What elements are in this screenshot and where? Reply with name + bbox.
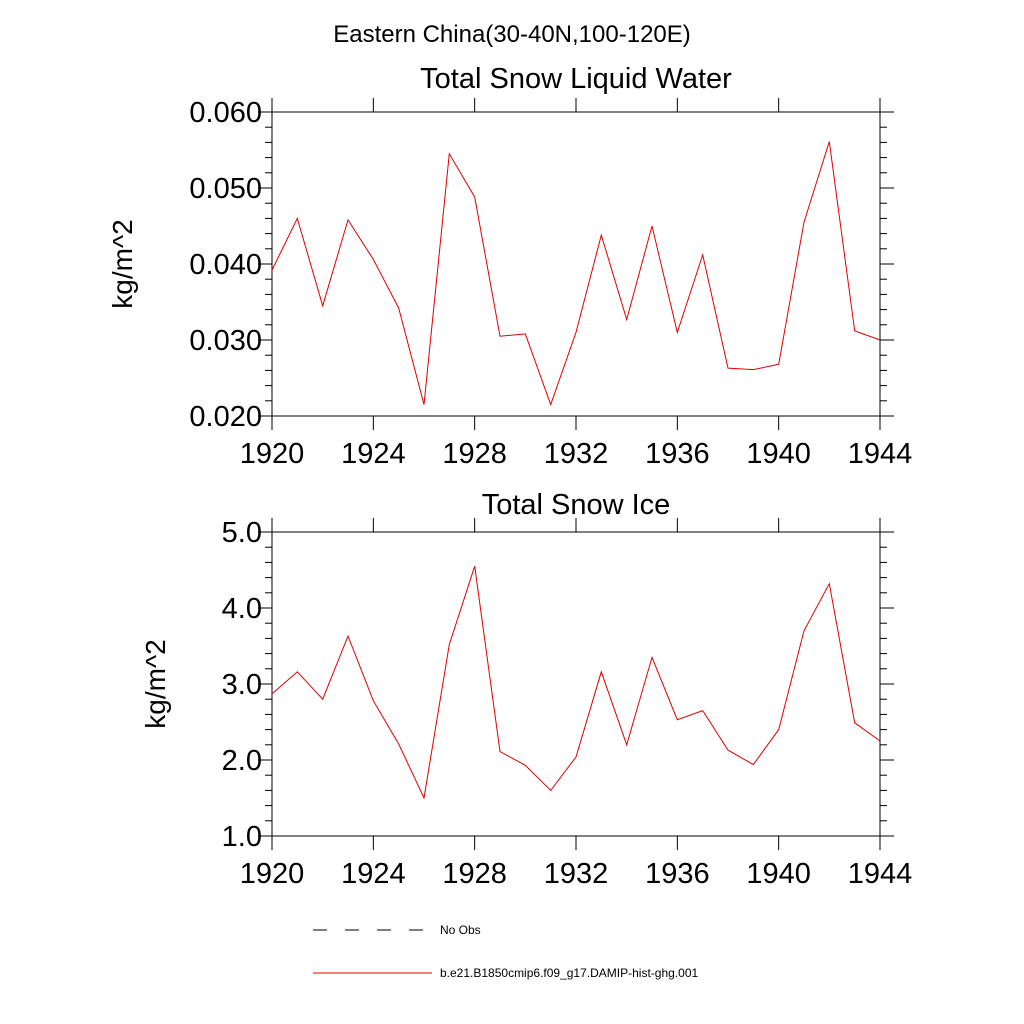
y-tick-label: 0.030	[189, 325, 262, 357]
x-tick-label: 1928	[442, 858, 507, 890]
y-tick-label: 4.0	[222, 593, 262, 625]
y-tick-label: 0.020	[189, 401, 262, 433]
legend-entry-no-obs: No Obs	[313, 923, 481, 937]
x-tick-label: 1920	[240, 858, 305, 890]
y-tick-label: 3.0	[222, 669, 262, 701]
x-tick-label: 1932	[544, 858, 609, 890]
legend-label-model: b.e21.B1850cmip6.f09_g17.DAMIP-hist-ghg.…	[440, 966, 698, 980]
plot-frame	[271, 531, 881, 837]
y-tick-label: 2.0	[222, 745, 262, 777]
x-tick-label: 1924	[341, 858, 406, 890]
x-tick-label: 1944	[848, 858, 913, 890]
x-tick-label: 1920	[240, 438, 305, 470]
y-tick-label: 0.040	[189, 249, 262, 281]
x-tick-label: 1936	[645, 858, 710, 890]
x-tick-label: 1940	[746, 858, 811, 890]
series-line-0	[271, 141, 881, 407]
y-tick-label: 5.0	[222, 517, 262, 549]
x-tick-label: 1936	[645, 438, 710, 470]
y-tick-label: 0.060	[189, 97, 262, 129]
legend-entry-model: b.e21.B1850cmip6.f09_g17.DAMIP-hist-ghg.…	[313, 966, 698, 980]
y-axis-label: kg/m^2	[107, 219, 138, 308]
figure-suptitle: Eastern China(30-40N,100-120E)	[333, 21, 691, 48]
y-tick-label: 1.0	[222, 821, 262, 853]
chart-panel-snow-ice: Total Snow Ice 1920 1924 1928 1932 1936 1940 19…	[140, 489, 912, 890]
x-tick-label: 1944	[848, 438, 913, 470]
x-tick-label: 1924	[341, 438, 406, 470]
x-tick-label: 1928	[442, 438, 507, 470]
chart-title: Total Snow Ice	[482, 489, 671, 521]
y-tick-label: 0.050	[189, 173, 262, 205]
x-tick-label: 1932	[544, 438, 609, 470]
x-tick-label: 1940	[746, 438, 811, 470]
chart-panel-snow-liquid-water: Total Snow Liquid Water 1920 1924 1928 1932 1…	[107, 63, 912, 470]
y-axis-label: kg/m^2	[140, 639, 171, 728]
legend-label-no-obs: No Obs	[440, 923, 481, 937]
series-line-0	[271, 566, 881, 800]
plot-frame	[271, 111, 881, 417]
legend: No Obs b.e21.B1850cmip6.f09_g17.DAMIP-hi…	[313, 923, 698, 980]
chart-title: Total Snow Liquid Water	[420, 63, 732, 95]
